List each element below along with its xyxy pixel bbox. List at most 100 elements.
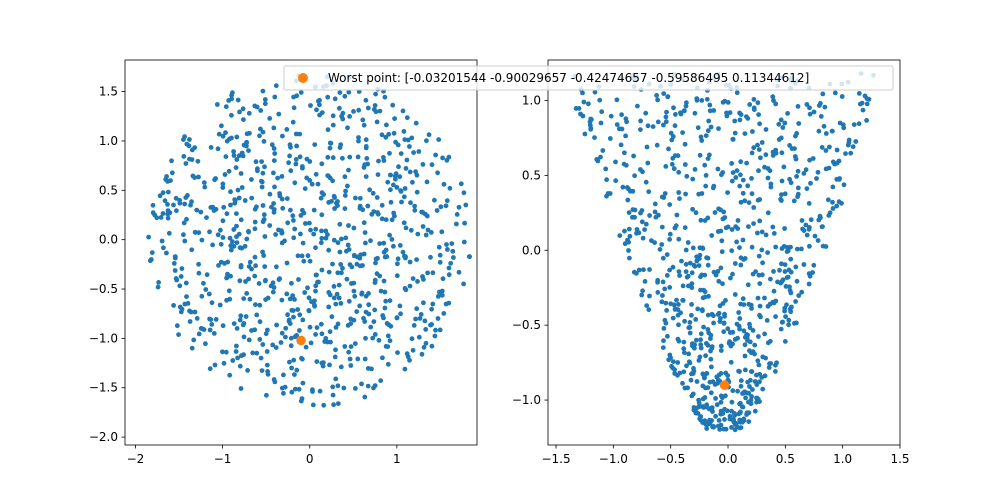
data-point [286, 317, 292, 323]
data-point [404, 115, 410, 121]
data-point [770, 224, 776, 230]
data-point [466, 254, 472, 259]
data-point [725, 190, 730, 196]
data-point [366, 302, 372, 308]
data-point [237, 317, 243, 323]
data-point [171, 303, 177, 308]
data-point [185, 193, 190, 198]
data-point [347, 154, 353, 160]
data-point [836, 158, 842, 164]
data-point [686, 351, 691, 357]
data-point [734, 90, 740, 96]
data-point [745, 183, 751, 189]
data-point [751, 105, 757, 111]
data-point [288, 207, 293, 213]
data-point [737, 401, 742, 407]
data-point [353, 195, 358, 201]
data-point [178, 274, 184, 279]
data-point [742, 256, 748, 261]
data-point [819, 145, 825, 150]
data-point [285, 312, 290, 318]
data-point [632, 173, 637, 179]
data-point [314, 272, 319, 278]
data-point [630, 188, 636, 194]
data-point [444, 157, 450, 163]
data-point [289, 389, 295, 395]
data-point [354, 309, 360, 314]
data-point [241, 321, 247, 326]
data-point [643, 221, 649, 227]
data-point [779, 246, 785, 251]
data-point [309, 299, 314, 305]
data-point [234, 134, 240, 140]
data-point [226, 168, 232, 174]
data-point [698, 342, 704, 348]
data-point [237, 109, 242, 115]
data-point [416, 149, 422, 154]
data-point [231, 153, 237, 158]
data-point [265, 327, 270, 333]
data-point [782, 339, 788, 344]
data-point [676, 338, 682, 344]
data-point [334, 291, 340, 297]
data-point [379, 202, 385, 208]
data-point [702, 162, 708, 168]
data-point [315, 279, 320, 285]
data-point [204, 272, 210, 278]
data-point [330, 392, 336, 398]
data-point [410, 179, 415, 185]
data-point [337, 105, 342, 111]
data-point [220, 181, 226, 187]
data-point [715, 312, 721, 317]
data-point [655, 277, 661, 283]
data-point [642, 227, 647, 233]
data-point [342, 174, 348, 180]
data-point [719, 249, 725, 255]
data-point [740, 419, 745, 425]
data-point [285, 220, 291, 226]
data-point [447, 185, 453, 191]
data-point [191, 337, 197, 343]
data-point [260, 249, 265, 255]
data-point [373, 91, 378, 97]
data-point [308, 340, 314, 346]
data-point [720, 170, 726, 175]
data-point [335, 270, 341, 276]
data-point [172, 255, 178, 261]
data-point [682, 385, 688, 391]
data-point [811, 262, 817, 268]
data-point [856, 91, 862, 96]
data-point [737, 110, 742, 116]
data-point [692, 110, 698, 116]
data-point [804, 186, 810, 192]
data-point [294, 367, 300, 373]
data-point [247, 130, 252, 136]
data-point [697, 404, 702, 409]
data-point [261, 217, 267, 222]
data-point [735, 218, 741, 223]
data-point [725, 326, 731, 332]
data-point [410, 347, 416, 353]
data-point [361, 165, 367, 170]
data-point [700, 295, 706, 301]
data-point [707, 102, 713, 108]
data-point [272, 184, 277, 190]
data-point [729, 425, 734, 430]
data-point [697, 252, 703, 258]
data-point [241, 334, 247, 340]
data-point [695, 411, 701, 416]
data-point [682, 318, 687, 324]
data-point [738, 172, 743, 178]
data-point [661, 91, 667, 96]
data-point [709, 233, 715, 238]
data-point [639, 292, 645, 298]
data-point [254, 350, 260, 356]
data-point [220, 323, 226, 329]
data-point [684, 173, 690, 179]
data-point [297, 328, 302, 333]
data-point [314, 325, 320, 330]
data-point [819, 224, 825, 230]
data-point [252, 103, 258, 109]
data-point [327, 329, 333, 335]
data-point [608, 113, 614, 119]
